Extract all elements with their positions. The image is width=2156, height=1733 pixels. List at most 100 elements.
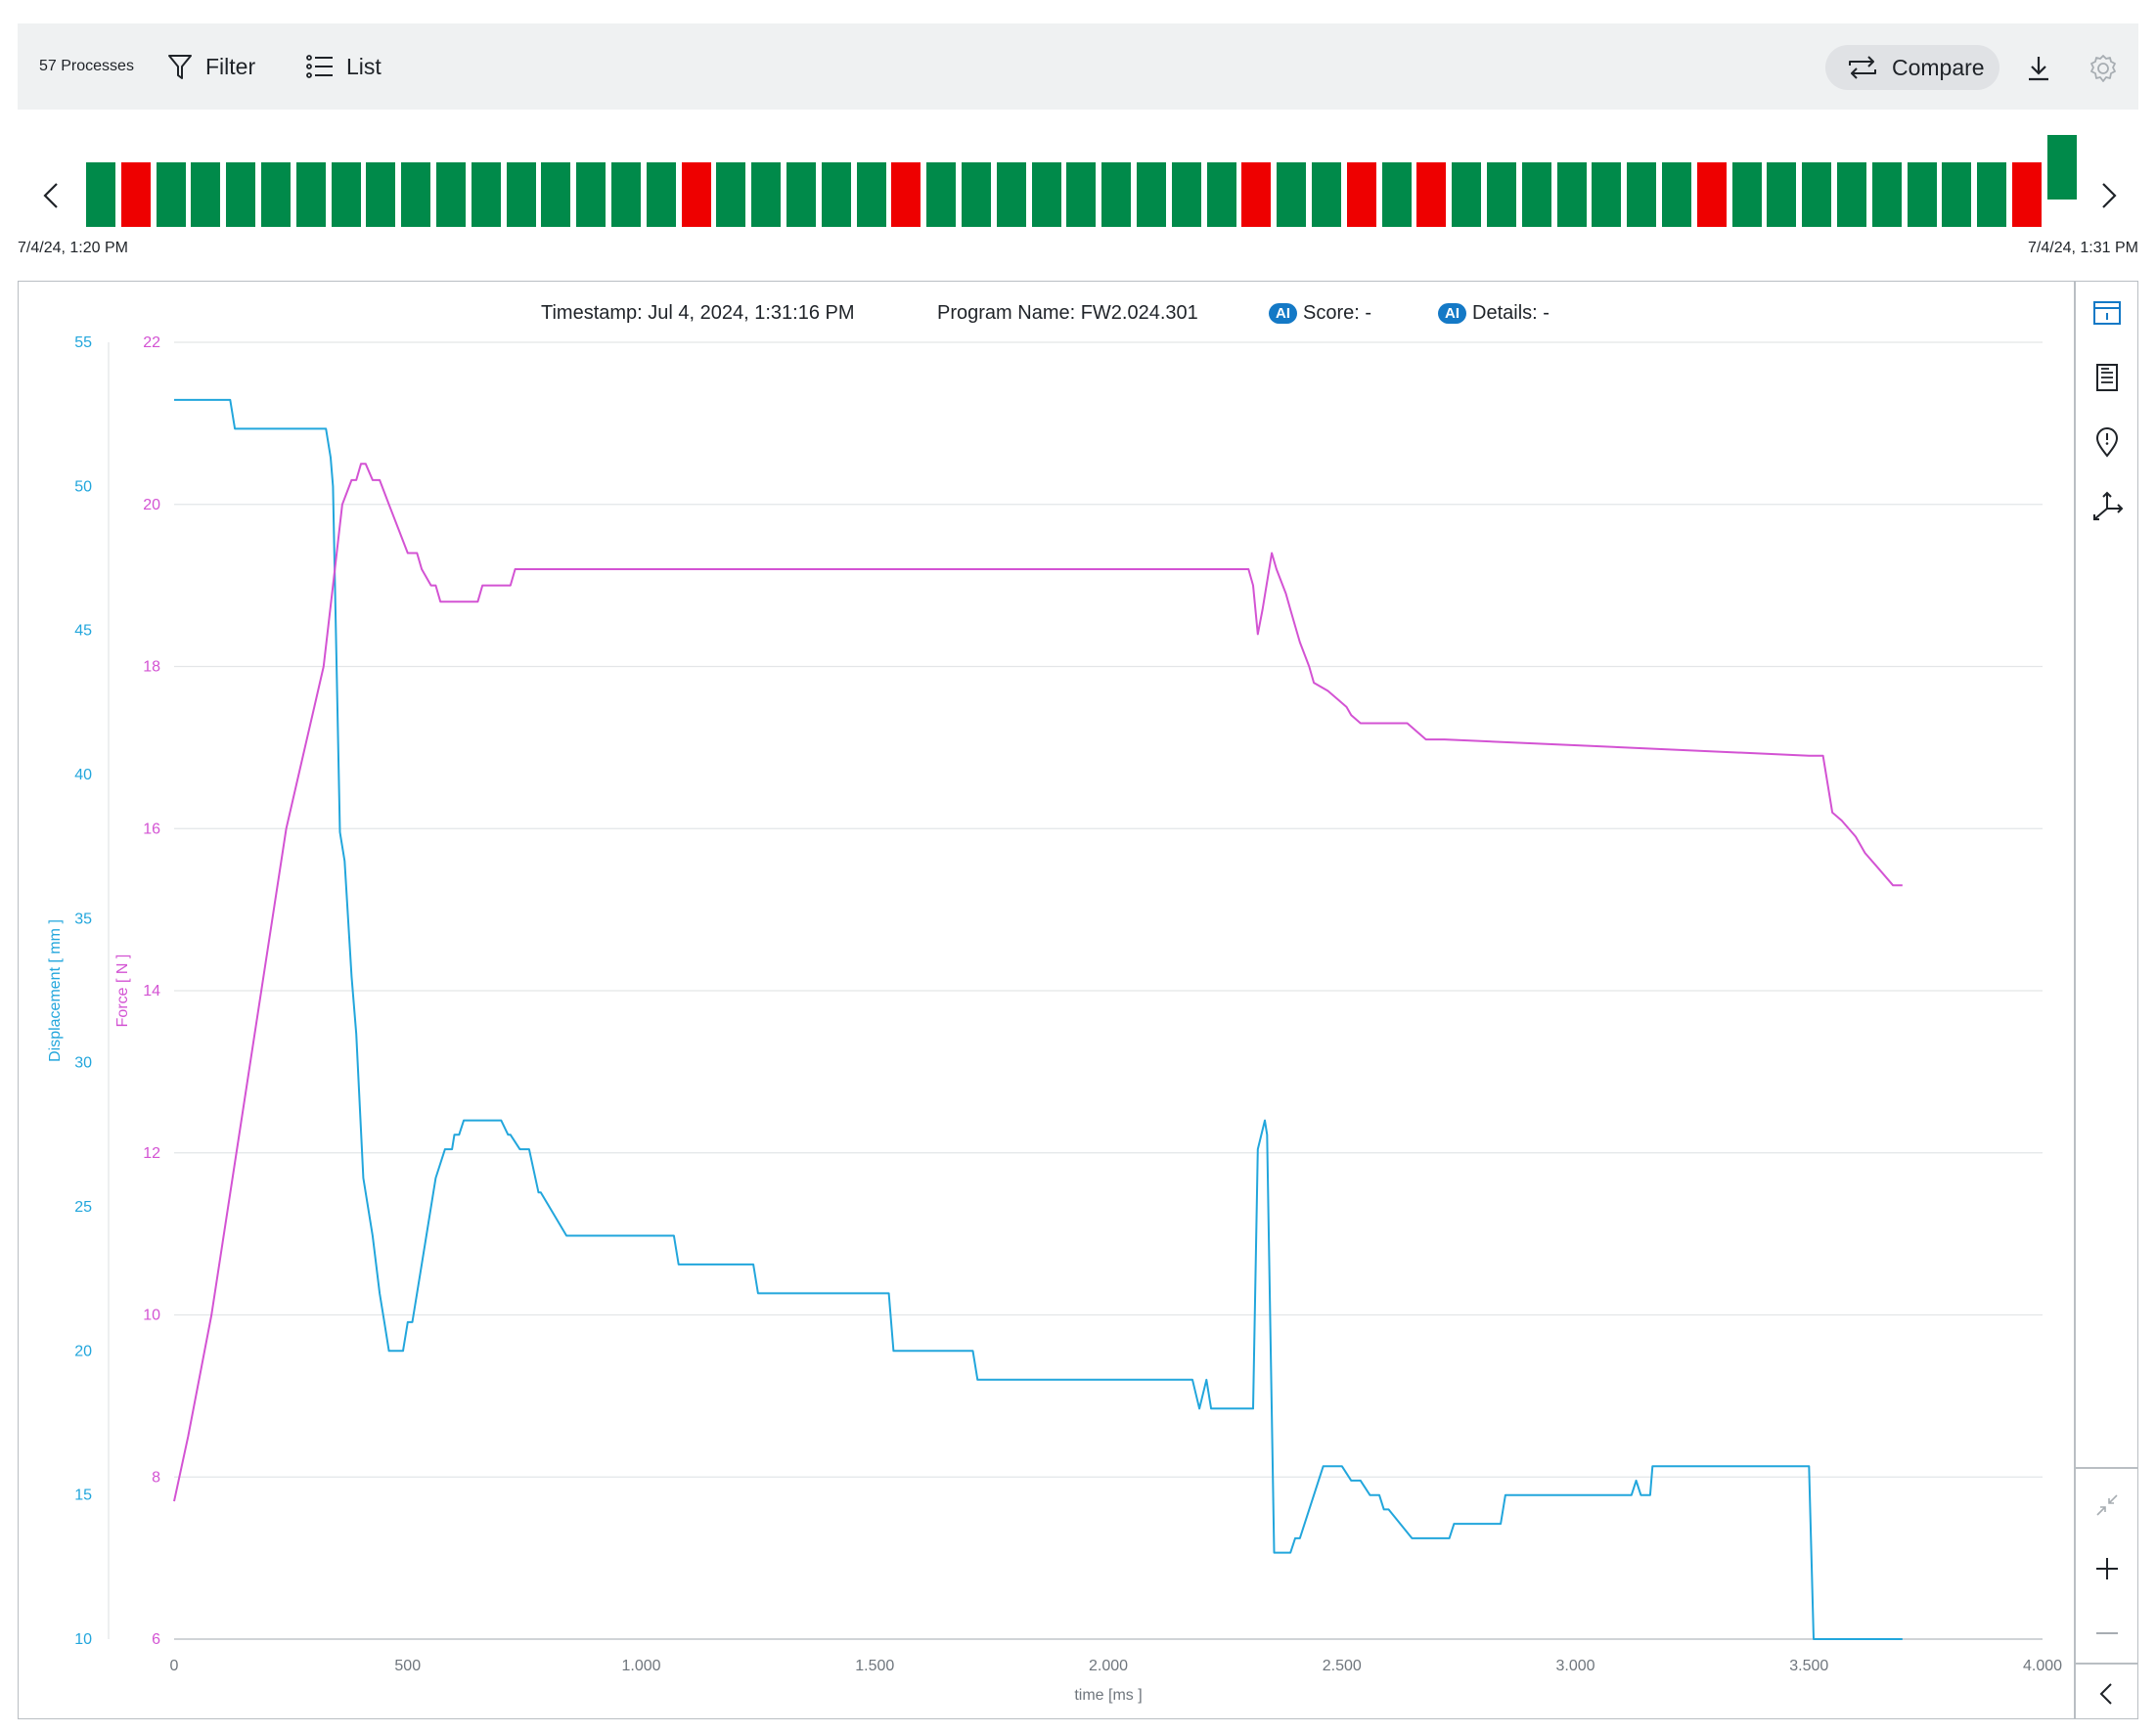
list-icon	[306, 55, 333, 78]
x-tick-label: 1.500	[855, 1658, 894, 1674]
compare-button[interactable]: Compare	[1825, 45, 1999, 90]
process-block[interactable]	[821, 162, 851, 227]
x-tick-label: 3.000	[1555, 1658, 1595, 1674]
process-block[interactable]	[1101, 162, 1132, 227]
process-block[interactable]	[191, 162, 221, 227]
filter-icon	[168, 55, 192, 79]
process-block[interactable]	[1031, 162, 1061, 227]
next-processes-arrow-icon[interactable]	[2093, 176, 2123, 215]
process-block[interactable]	[1521, 162, 1551, 227]
process-block[interactable]	[86, 162, 115, 227]
process-block[interactable]	[1662, 162, 1691, 227]
y-tick-label-force: 6	[152, 1631, 160, 1648]
process-block[interactable]	[506, 162, 536, 227]
axes-icon[interactable]	[2089, 489, 2125, 524]
y-tick-label-displacement: 30	[74, 1055, 92, 1072]
process-block[interactable]	[891, 162, 921, 227]
process-block[interactable]	[576, 162, 606, 227]
process-block[interactable]	[1277, 162, 1307, 227]
settings-icon[interactable]	[2088, 53, 2119, 84]
process-block[interactable]	[2046, 135, 2077, 200]
y-tick-label-force: 10	[143, 1308, 160, 1324]
x-axis-label: time [ms ]	[1074, 1687, 1142, 1704]
filter-label: Filter	[205, 53, 256, 79]
process-block[interactable]	[1381, 162, 1412, 227]
x-tick-label: 0	[170, 1658, 179, 1674]
compare-icon	[1849, 56, 1876, 79]
compare-label: Compare	[1892, 54, 1985, 80]
process-block[interactable]	[401, 162, 431, 227]
process-block[interactable]	[716, 162, 746, 227]
process-block[interactable]	[1696, 162, 1727, 227]
sidebar-separator	[2075, 1467, 2138, 1469]
process-block[interactable]	[1977, 162, 2007, 227]
list-label: List	[346, 53, 382, 79]
process-block[interactable]	[1171, 162, 1201, 227]
zoom-in-icon[interactable]	[2089, 1551, 2125, 1586]
process-block[interactable]	[856, 162, 886, 227]
process-block[interactable]	[1416, 162, 1447, 227]
process-block[interactable]	[1346, 162, 1376, 227]
y-tick-label-displacement: 45	[74, 623, 92, 640]
process-block[interactable]	[1871, 162, 1902, 227]
process-block[interactable]	[1066, 162, 1097, 227]
process-block[interactable]	[295, 162, 326, 227]
process-block[interactable]	[751, 162, 782, 227]
previous-processes-arrow-icon[interactable]	[37, 176, 67, 215]
x-tick-label: 2.000	[1089, 1658, 1128, 1674]
filter-button[interactable]: Filter	[166, 23, 255, 110]
y-tick-label-force: 12	[143, 1145, 160, 1162]
strip-start-date: 7/4/24, 1:20 PM	[18, 240, 128, 256]
y-tick-label-displacement: 35	[74, 911, 92, 927]
y-tick-label-displacement: 10	[74, 1631, 92, 1648]
process-block[interactable]	[156, 162, 186, 227]
process-block[interactable]	[261, 162, 291, 227]
process-block[interactable]	[1627, 162, 1657, 227]
collapse-zoom-icon[interactable]	[2089, 1488, 2125, 1523]
process-block[interactable]	[926, 162, 957, 227]
zoom-out-icon[interactable]	[2089, 1616, 2125, 1651]
process-block[interactable]	[366, 162, 396, 227]
process-block[interactable]	[962, 162, 991, 227]
process-block[interactable]	[1556, 162, 1587, 227]
process-block[interactable]	[1592, 162, 1622, 227]
process-block[interactable]	[331, 162, 361, 227]
process-block[interactable]	[1942, 162, 1972, 227]
report-icon[interactable]	[2089, 360, 2125, 395]
process-block[interactable]	[1837, 162, 1866, 227]
process-block[interactable]	[1767, 162, 1797, 227]
process-block[interactable]	[1241, 162, 1272, 227]
process-block[interactable]	[120, 162, 151, 227]
y-tick-label-displacement: 50	[74, 478, 92, 495]
process-block[interactable]	[611, 162, 641, 227]
y-tick-label-displacement: 20	[74, 1343, 92, 1359]
process-block[interactable]	[1206, 162, 1236, 227]
process-block[interactable]	[471, 162, 501, 227]
ai-details-label: Details: -	[1472, 301, 1550, 324]
download-icon[interactable]	[2023, 53, 2054, 84]
process-block[interactable]	[2012, 162, 2042, 227]
location-alert-icon[interactable]	[2089, 424, 2125, 460]
list-button[interactable]: List	[305, 23, 382, 110]
process-block[interactable]	[1137, 162, 1166, 227]
process-count: 57 Processes	[39, 58, 134, 74]
process-block[interactable]	[681, 162, 711, 227]
process-block[interactable]	[1907, 162, 1937, 227]
process-block[interactable]	[436, 162, 466, 227]
collapse-panel-icon[interactable]	[2089, 1676, 2125, 1711]
process-block[interactable]	[1487, 162, 1516, 227]
process-block[interactable]	[541, 162, 571, 227]
process-block[interactable]	[1452, 162, 1482, 227]
process-block[interactable]	[786, 162, 816, 227]
timestamp-label: Timestamp: Jul 4, 2024, 1:31:16 PM	[541, 301, 855, 324]
process-toolbar: 57 Processes Filter List Compare	[18, 23, 2138, 110]
y-tick-label-displacement: 40	[74, 767, 92, 783]
process-info-icon[interactable]	[2089, 295, 2125, 331]
process-block[interactable]	[1312, 162, 1341, 227]
process-block[interactable]	[1731, 162, 1762, 227]
process-block[interactable]	[646, 162, 676, 227]
process-block[interactable]	[226, 162, 256, 227]
process-block[interactable]	[1802, 162, 1832, 227]
process-block[interactable]	[996, 162, 1026, 227]
